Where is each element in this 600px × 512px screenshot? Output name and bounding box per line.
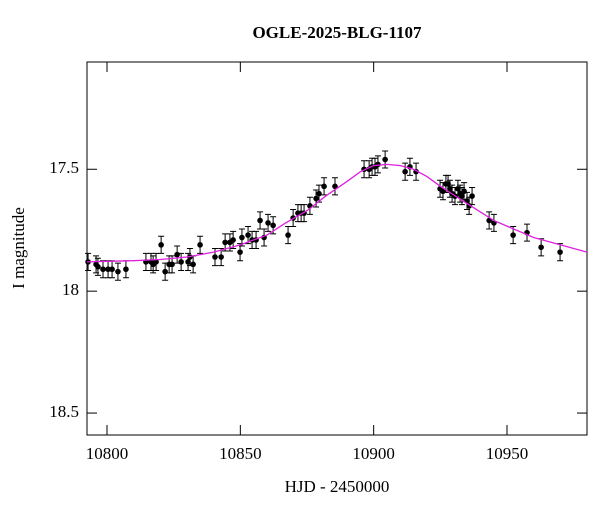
plot-frame xyxy=(86,61,588,436)
data-point xyxy=(197,242,203,248)
data-point xyxy=(285,232,291,238)
data-point xyxy=(169,261,175,268)
data-point xyxy=(109,266,115,273)
data-point xyxy=(332,183,338,190)
data-point xyxy=(469,193,475,199)
data-point xyxy=(245,232,251,238)
data-point xyxy=(313,195,319,202)
data-point xyxy=(174,251,180,258)
x-axis-label: HJD - 2450000 xyxy=(285,477,390,496)
data-point xyxy=(557,249,563,255)
chart-title: OGLE-2025-BLG-1107 xyxy=(252,23,422,42)
data-point xyxy=(461,188,467,195)
data-point xyxy=(212,254,218,260)
data-point xyxy=(95,263,101,270)
x-tick-label: 10800 xyxy=(86,444,129,463)
data-point xyxy=(230,237,236,243)
data-point xyxy=(100,266,106,273)
data-point xyxy=(321,183,327,190)
data-point xyxy=(115,268,121,275)
data-point xyxy=(270,222,276,229)
data-point xyxy=(123,266,129,273)
y-tick-label: 18 xyxy=(62,280,79,299)
model-line xyxy=(86,163,588,263)
data-point xyxy=(382,156,388,163)
data-point xyxy=(153,259,159,265)
data-point xyxy=(237,249,243,255)
data-point xyxy=(178,259,184,265)
data-point xyxy=(162,268,168,275)
data-point xyxy=(402,168,408,175)
data-point xyxy=(222,239,228,246)
y-tick-label: 17.5 xyxy=(49,158,79,177)
data-point xyxy=(190,261,196,268)
data-point xyxy=(257,217,263,224)
data-point xyxy=(218,254,224,260)
y-tick-label: 18.5 xyxy=(49,402,79,421)
data-point xyxy=(538,244,544,251)
x-tick-label: 10850 xyxy=(219,444,262,463)
data-point xyxy=(239,234,245,241)
data-point xyxy=(158,242,164,248)
data-point xyxy=(316,190,322,197)
y-axis-label: I magnitude xyxy=(9,207,28,289)
data-point xyxy=(105,266,111,273)
data-point xyxy=(447,185,453,192)
data-point xyxy=(459,193,465,199)
x-tick-label: 10950 xyxy=(486,444,529,463)
x-tick-label: 10900 xyxy=(352,444,395,463)
data-point xyxy=(265,220,271,226)
data-point xyxy=(510,232,516,238)
